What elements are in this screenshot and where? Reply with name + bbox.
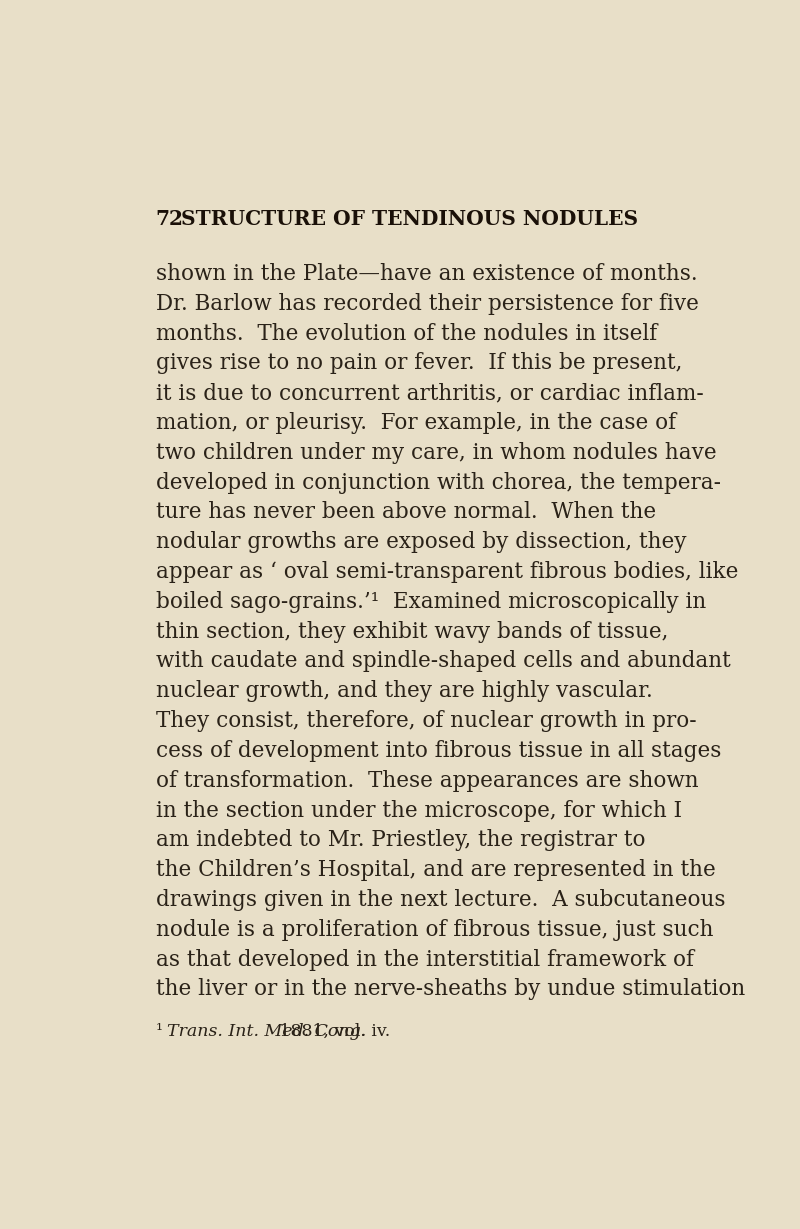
Text: developed in conjunction with chorea, the tempera-: developed in conjunction with chorea, th… (156, 472, 721, 494)
Text: nodular growths are exposed by dissection, they: nodular growths are exposed by dissectio… (156, 531, 686, 553)
Text: ture has never been above normal.  When the: ture has never been above normal. When t… (156, 501, 656, 524)
Text: appear as ‘ oval semi-transparent fibrous bodies, like: appear as ‘ oval semi-transparent fibrou… (156, 560, 738, 583)
Text: gives rise to no pain or fever.  If this be present,: gives rise to no pain or fever. If this … (156, 353, 682, 375)
Text: with caudate and spindle-shaped cells and abundant: with caudate and spindle-shaped cells an… (156, 650, 730, 672)
Text: nodule is a proliferation of fibrous tissue, just such: nodule is a proliferation of fibrous tis… (156, 919, 714, 940)
Text: the Children’s Hospital, and are represented in the: the Children’s Hospital, and are represe… (156, 859, 715, 881)
Text: months.  The evolution of the nodules in itself: months. The evolution of the nodules in … (156, 322, 657, 344)
Text: mation, or pleurisy.  For example, in the case of: mation, or pleurisy. For example, in the… (156, 412, 676, 434)
Text: drawings given in the next lecture.  A subcutaneous: drawings given in the next lecture. A su… (156, 889, 726, 911)
Text: as that developed in the interstitial framework of: as that developed in the interstitial fr… (156, 949, 694, 971)
Text: it is due to concurrent arthritis, or cardiac inflam-: it is due to concurrent arthritis, or ca… (156, 382, 703, 404)
Text: ¹: ¹ (156, 1023, 168, 1040)
Text: of transformation.  These appearances are shown: of transformation. These appearances are… (156, 769, 698, 791)
Text: am indebted to Mr. Priestley, the registrar to: am indebted to Mr. Priestley, the regist… (156, 830, 646, 852)
Text: in the section under the microscope, for which I: in the section under the microscope, for… (156, 800, 682, 821)
Text: nuclear growth, and they are highly vascular.: nuclear growth, and they are highly vasc… (156, 681, 653, 702)
Text: They consist, therefore, of nuclear growth in pro-: They consist, therefore, of nuclear grow… (156, 710, 697, 732)
Text: thin section, they exhibit wavy bands of tissue,: thin section, they exhibit wavy bands of… (156, 621, 668, 643)
Text: the liver or in the nerve-sheaths by undue stimulation: the liver or in the nerve-sheaths by und… (156, 978, 745, 1000)
Text: two children under my care, in whom nodules have: two children under my care, in whom nodu… (156, 441, 717, 463)
Text: STRUCTURE OF TENDINOUS NODULES: STRUCTURE OF TENDINOUS NODULES (182, 209, 638, 229)
Text: 1881, vol. iv.: 1881, vol. iv. (274, 1023, 390, 1040)
Text: Dr. Barlow has recorded their persistence for five: Dr. Barlow has recorded their persistenc… (156, 293, 698, 315)
Text: boiled sago-grains.’¹  Examined microscopically in: boiled sago-grains.’¹ Examined microscop… (156, 591, 706, 613)
Text: shown in the Plate—have an existence of months.: shown in the Plate—have an existence of … (156, 263, 698, 285)
Text: cess of development into fibrous tissue in all stages: cess of development into fibrous tissue … (156, 740, 721, 762)
Text: 72: 72 (156, 209, 184, 229)
Text: Trans. Int. Med. Cong.: Trans. Int. Med. Cong. (167, 1023, 366, 1040)
